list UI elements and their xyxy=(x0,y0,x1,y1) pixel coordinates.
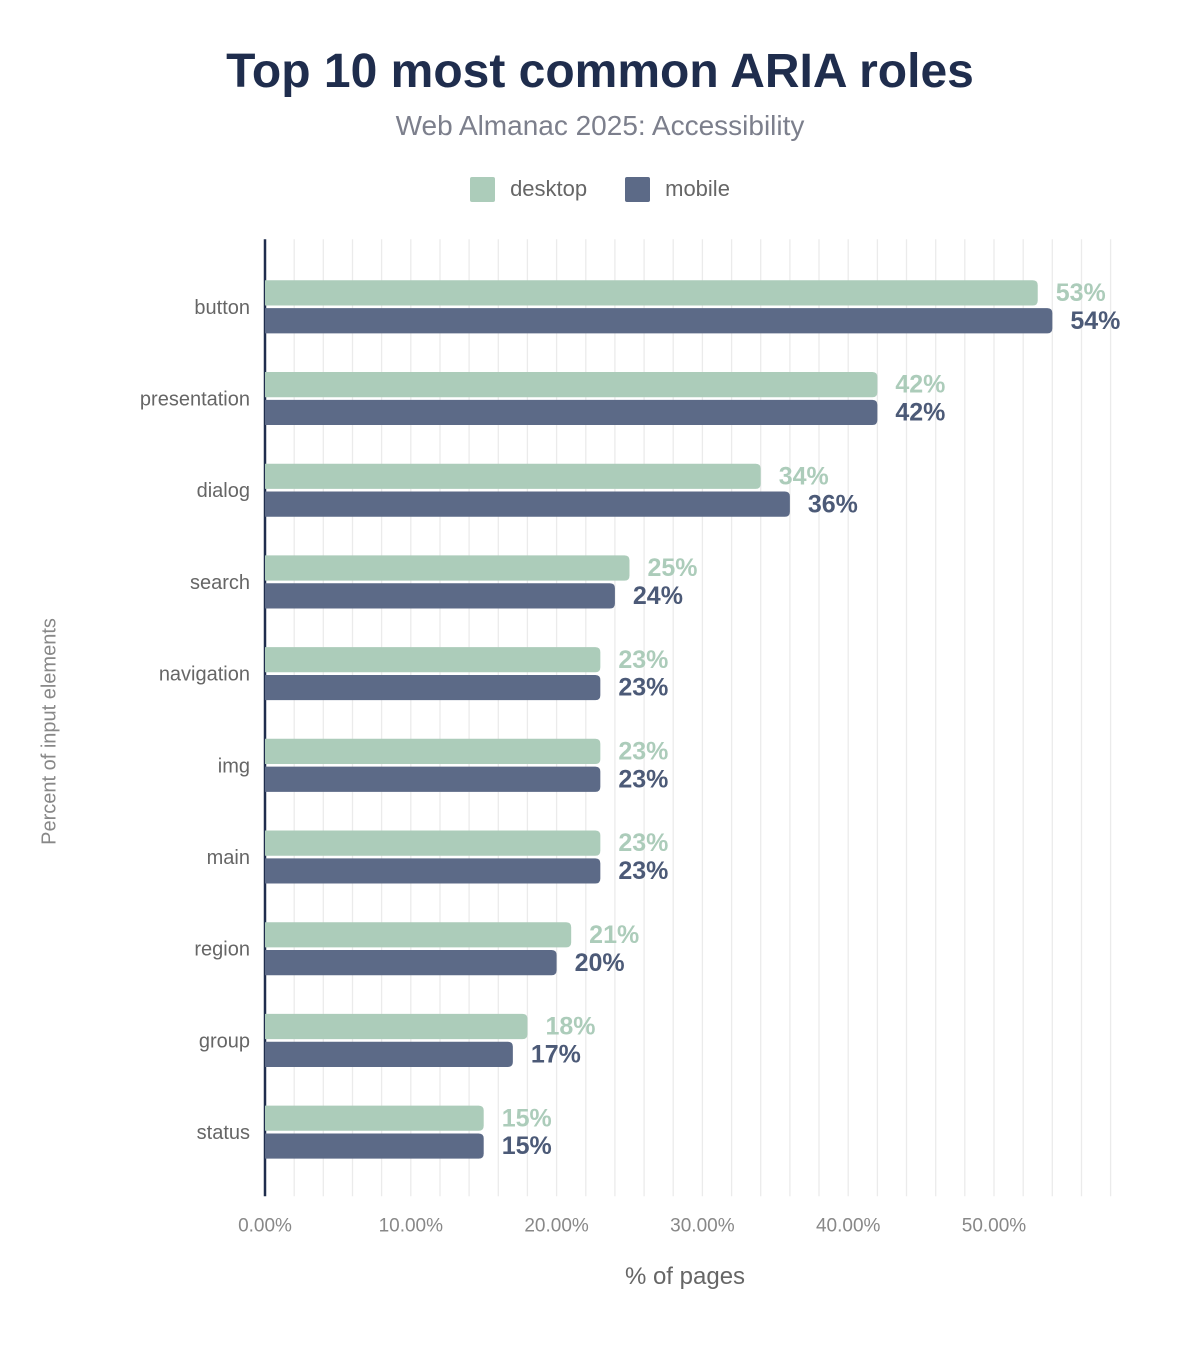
svg-text:24%: 24% xyxy=(633,582,683,610)
svg-text:region: region xyxy=(194,939,250,961)
svg-text:img: img xyxy=(218,755,250,777)
svg-text:54%: 54% xyxy=(1070,307,1120,335)
svg-text:21%: 21% xyxy=(589,921,639,949)
svg-text:10.00%: 10.00% xyxy=(379,1215,444,1236)
svg-text:42%: 42% xyxy=(895,399,945,427)
svg-text:25%: 25% xyxy=(648,554,698,582)
svg-text:search: search xyxy=(190,572,250,594)
svg-text:20.00%: 20.00% xyxy=(524,1215,589,1236)
svg-text:navigation: navigation xyxy=(159,664,250,686)
svg-text:status: status xyxy=(197,1122,250,1144)
svg-text:50.00%: 50.00% xyxy=(962,1215,1027,1236)
svg-text:15%: 15% xyxy=(502,1132,552,1160)
svg-text:15%: 15% xyxy=(502,1104,552,1132)
svg-text:0.00%: 0.00% xyxy=(238,1215,292,1236)
svg-text:23%: 23% xyxy=(618,646,668,674)
svg-text:36%: 36% xyxy=(808,490,858,518)
svg-text:18%: 18% xyxy=(545,1013,595,1041)
svg-text:23%: 23% xyxy=(618,738,668,766)
svg-text:presentation: presentation xyxy=(140,389,250,411)
svg-text:main: main xyxy=(207,847,250,869)
svg-text:23%: 23% xyxy=(618,829,668,857)
svg-text:42%: 42% xyxy=(895,371,945,399)
svg-text:17%: 17% xyxy=(531,1040,581,1068)
svg-text:23%: 23% xyxy=(618,765,668,793)
svg-text:40.00%: 40.00% xyxy=(816,1215,881,1236)
svg-text:23%: 23% xyxy=(618,857,668,885)
svg-text:30.00%: 30.00% xyxy=(670,1215,735,1236)
svg-text:23%: 23% xyxy=(618,674,668,702)
svg-text:dialog: dialog xyxy=(197,480,250,502)
svg-text:34%: 34% xyxy=(779,462,829,490)
svg-text:20%: 20% xyxy=(575,949,625,977)
svg-text:53%: 53% xyxy=(1056,279,1106,307)
svg-text:group: group xyxy=(199,1030,250,1052)
svg-text:button: button xyxy=(194,297,250,319)
